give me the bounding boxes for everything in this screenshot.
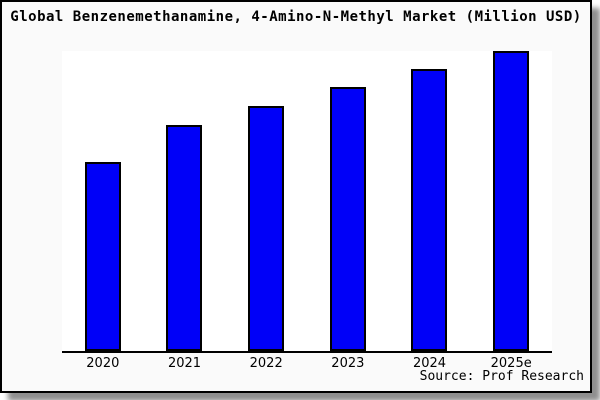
plot-area [62, 51, 552, 353]
bar-2020 [84, 162, 121, 351]
x-tick-label-2023: 2023 [331, 356, 365, 371]
chart-title: Global Benzenemethanamine, 4-Amino-N-Met… [10, 9, 582, 25]
x-tick-label-2021: 2021 [167, 356, 202, 371]
x-tick-label-2024: 2024 [412, 356, 447, 371]
x-tick-label-2025e: 2025e [490, 356, 532, 371]
x-tick-label-2022: 2022 [249, 356, 283, 371]
x-tick-label-2020: 2020 [86, 356, 120, 371]
bar-2021 [166, 125, 203, 351]
chart-frame: Global Benzenemethanamine, 4-Amino-N-Met… [0, 0, 592, 393]
bar-2024 [411, 69, 448, 351]
bar-2022 [248, 106, 285, 351]
source-credit: Source: Prof Research [419, 369, 584, 384]
x-axis-labels: 2020 2021 2022 2023 2024 2025e [62, 356, 552, 371]
bar-2025e [493, 51, 530, 351]
bar-2023 [329, 87, 366, 351]
